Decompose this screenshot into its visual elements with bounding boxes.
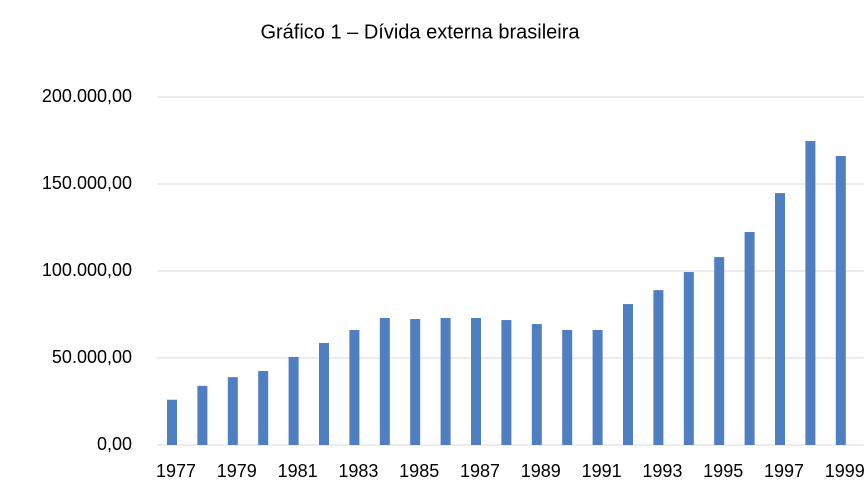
bar bbox=[501, 320, 512, 445]
bar bbox=[471, 317, 481, 445]
chart-title: Gráfico 1 – Dívida externa brasileira bbox=[260, 21, 580, 43]
y-tick-label: 100.000,00 bbox=[42, 260, 132, 280]
bar bbox=[227, 377, 238, 445]
bar bbox=[592, 329, 603, 445]
bar bbox=[744, 232, 755, 445]
x-tick-label: 1991 bbox=[582, 461, 622, 481]
x-tick-label: 1999 bbox=[825, 461, 864, 481]
bar bbox=[379, 317, 390, 445]
x-tick-label: 1995 bbox=[703, 461, 743, 481]
bar bbox=[531, 324, 542, 445]
y-tick-label: 200.000,00 bbox=[42, 86, 132, 106]
bar bbox=[288, 356, 299, 445]
bar bbox=[258, 371, 269, 445]
bar bbox=[653, 290, 664, 445]
bar bbox=[349, 329, 360, 445]
x-tick-label: 1987 bbox=[460, 461, 500, 481]
x-tick-label: 1993 bbox=[642, 461, 682, 481]
y-tick-label: 150.000,00 bbox=[42, 173, 132, 193]
bar bbox=[623, 304, 633, 445]
x-tick-label: 1981 bbox=[278, 461, 318, 481]
x-tick-label: 1983 bbox=[338, 461, 378, 481]
bar bbox=[562, 329, 573, 445]
bar bbox=[319, 343, 329, 445]
bar bbox=[440, 317, 451, 445]
x-tick-label: 1997 bbox=[764, 461, 804, 481]
bar bbox=[714, 257, 725, 445]
bar bbox=[835, 155, 846, 445]
bar bbox=[167, 399, 177, 445]
x-tick-label: 1989 bbox=[521, 461, 561, 481]
y-tick-label: 50.000,00 bbox=[52, 347, 132, 367]
bar bbox=[197, 385, 208, 445]
y-tick-label: 0,00 bbox=[97, 434, 132, 454]
x-tick-label: 1977 bbox=[156, 461, 196, 481]
bar bbox=[410, 319, 421, 445]
bar bbox=[683, 272, 694, 445]
x-tick-label: 1985 bbox=[399, 461, 439, 481]
bar bbox=[775, 193, 785, 445]
bar bbox=[805, 141, 816, 445]
x-tick-label: 1979 bbox=[217, 461, 257, 481]
